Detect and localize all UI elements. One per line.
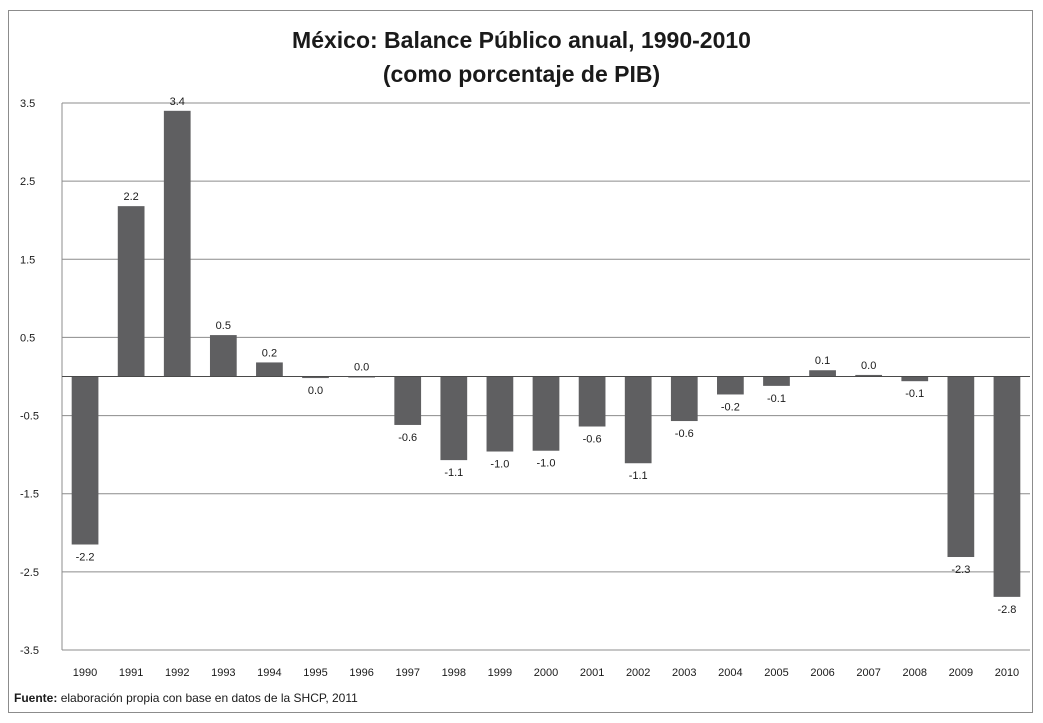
bar-2009: [947, 376, 975, 558]
bars: [71, 110, 1021, 597]
data-label-1997: -0.6: [398, 432, 417, 444]
source-note: Fuente: elaboración propia con base en d…: [14, 691, 358, 705]
x-tick-label: 2002: [626, 667, 650, 679]
data-label-1993: 0.5: [216, 320, 231, 332]
bar-2006: [809, 370, 836, 377]
data-label-2003: -0.6: [675, 428, 694, 440]
x-tick-label: 2003: [672, 667, 696, 679]
x-tick-label: 2005: [764, 667, 788, 679]
data-label-2001: -0.6: [583, 434, 602, 446]
x-tick-label: 2009: [949, 667, 973, 679]
bar-2008: [901, 376, 929, 382]
x-tick-label: 1998: [442, 667, 466, 679]
data-label-1992: 3.4: [170, 96, 185, 108]
x-tick-label: 1993: [211, 667, 235, 679]
data-label-2002: -1.1: [629, 470, 648, 482]
bar-1991: [117, 206, 145, 377]
y-tick-label: -1.5: [20, 489, 39, 501]
x-tick-label: 2004: [718, 667, 742, 679]
bar-1993: [209, 335, 237, 377]
x-tick-label: 1992: [165, 667, 189, 679]
x-tick-label: 2000: [534, 667, 558, 679]
x-tick-label: 2008: [903, 667, 927, 679]
y-tick-label: -2.5: [20, 567, 39, 579]
bar-1992: [163, 110, 191, 377]
x-tick-label: 2007: [856, 667, 880, 679]
y-tick-label: -3.5: [20, 645, 39, 657]
data-label-1991: 2.2: [123, 191, 138, 203]
data-label-2010: -2.8: [997, 604, 1016, 616]
x-tick-label: 2010: [995, 667, 1019, 679]
chart-subtitle: (como porcentaje de PIB): [382, 61, 661, 87]
data-label-1998: -1.1: [444, 467, 463, 479]
y-tick-label: 3.5: [20, 98, 35, 110]
x-tick-label: 1999: [488, 667, 512, 679]
source-text: elaboración propia con base en datos de …: [60, 691, 358, 705]
bar-2000: [532, 376, 560, 451]
x-tick-label: 1995: [303, 667, 327, 679]
source-label: Fuente:: [14, 691, 58, 705]
bar-1994: [256, 362, 283, 377]
bar-2005: [763, 376, 790, 386]
bar-2003: [670, 376, 698, 422]
y-tick-label: 1.5: [20, 254, 35, 266]
x-tick-label: 1990: [73, 667, 97, 679]
bar-1998: [440, 376, 468, 461]
bar-1995: [302, 376, 329, 379]
data-label-1995: 0.0: [308, 385, 323, 397]
x-tick-label: 1997: [395, 667, 419, 679]
x-tick-label: 2006: [810, 667, 834, 679]
data-label-1990: -2.2: [76, 552, 95, 564]
data-label-2006: 0.1: [815, 355, 830, 367]
bar-2001: [578, 376, 606, 427]
bar-2007: [855, 374, 883, 377]
data-label-1994: 0.2: [262, 347, 277, 359]
chart-title: México: Balance Público anual, 1990-2010: [292, 27, 751, 53]
data-label-2004: -0.2: [721, 401, 740, 413]
x-tick-label: 1996: [349, 667, 373, 679]
bar-2010: [993, 376, 1021, 597]
data-label-2009: -2.3: [951, 564, 970, 576]
data-label-1999: -1.0: [490, 459, 509, 471]
bar-1997: [394, 376, 422, 425]
x-tick-label: 2001: [580, 667, 604, 679]
bar-1990: [71, 376, 99, 545]
bar-2004: [717, 376, 744, 395]
data-label-1996: 0.0: [354, 362, 369, 374]
data-label-2007: 0.0: [861, 360, 876, 372]
axes: 3.5 2.5 1.5 0.5 -0.5 -1.5 -2.5 -3.5 1990 1991 1992…: [20, 98, 1030, 679]
x-tick-label: 1991: [119, 667, 143, 679]
data-label-2005: -0.1: [767, 393, 786, 405]
y-tick-label: 0.5: [20, 332, 35, 344]
data-label-2000: -1.0: [537, 458, 556, 470]
bar-2002: [624, 376, 652, 464]
x-tick-label: 1994: [257, 667, 281, 679]
y-tick-label: -0.5: [20, 411, 39, 423]
data-labels: -2.2 2.2 3.4 0.5 0.2 0.0 0.0 -0.6 -1.1 -1.0 -1.0 -0…: [76, 96, 1017, 616]
bar-1999: [486, 376, 514, 452]
y-tick-label: 2.5: [20, 176, 35, 188]
data-label-2008: -0.1: [905, 388, 924, 400]
